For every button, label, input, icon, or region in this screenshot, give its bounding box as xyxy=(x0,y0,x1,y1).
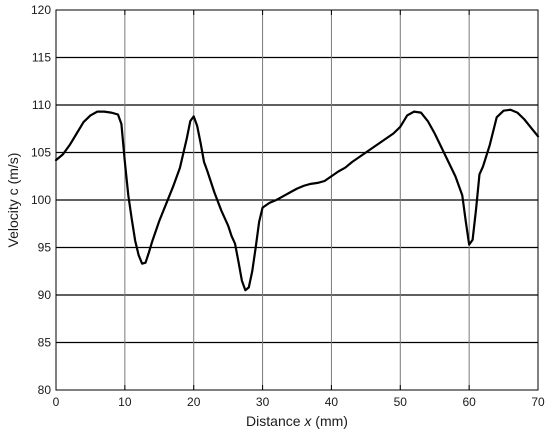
y-tick-label: 85 xyxy=(38,336,52,350)
x-tick-label: 60 xyxy=(462,395,476,409)
x-axis-label-variable: x xyxy=(303,413,312,429)
y-tick-label: 105 xyxy=(31,146,51,160)
x-tick-label: 40 xyxy=(325,395,339,409)
y-tick-label: 110 xyxy=(32,98,51,112)
x-axis-label-suffix: (mm) xyxy=(311,413,348,429)
x-axis-label: Distance x (mm) xyxy=(246,413,348,429)
y-tick-label: 120 xyxy=(31,3,51,17)
x-tick-label: 10 xyxy=(118,395,132,409)
x-tick-label: 30 xyxy=(256,395,270,409)
y-tick-label: 95 xyxy=(38,241,52,255)
series-layer xyxy=(54,108,540,292)
y-tick-label: 115 xyxy=(32,51,51,65)
series-line-0 xyxy=(54,108,540,292)
y-tick-label: 80 xyxy=(38,383,52,397)
x-tick-label: 0 xyxy=(53,395,60,409)
vertical-gridlines xyxy=(124,10,470,390)
y-axis-label: Velocity c (m/s) xyxy=(5,153,21,248)
y-tick-label: 100 xyxy=(31,193,51,207)
x-tick-label: 50 xyxy=(394,395,408,409)
y-tick-label: 90 xyxy=(38,288,52,302)
x-axis-label-prefix: Distance xyxy=(246,413,304,429)
x-tick-label: 20 xyxy=(187,395,201,409)
x-tick-label: 70 xyxy=(531,395,545,409)
y-axis-ticks: 80 85 90 95 100 105 110 115 120 xyxy=(31,3,538,397)
x-axis-ticks: 0 10 20 30 40 50 60 70 xyxy=(53,10,545,409)
